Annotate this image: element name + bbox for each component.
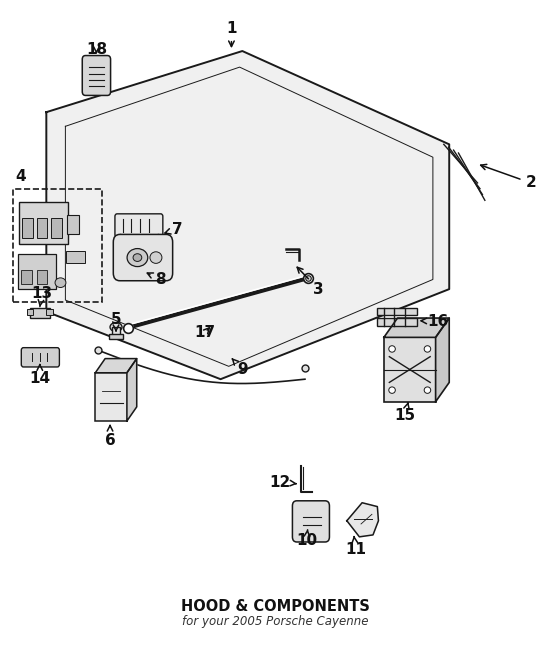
Text: 15: 15 xyxy=(394,402,415,423)
Text: 9: 9 xyxy=(232,359,248,377)
Ellipse shape xyxy=(389,346,395,352)
Bar xyxy=(384,337,436,402)
Bar xyxy=(27,309,33,315)
Ellipse shape xyxy=(110,323,122,332)
Bar xyxy=(112,327,120,336)
Ellipse shape xyxy=(150,252,162,263)
Text: 1: 1 xyxy=(226,21,236,47)
Ellipse shape xyxy=(127,249,148,267)
Bar xyxy=(30,308,50,318)
Polygon shape xyxy=(384,318,449,337)
Bar xyxy=(36,270,47,284)
FancyBboxPatch shape xyxy=(82,56,111,95)
Polygon shape xyxy=(95,359,137,373)
Polygon shape xyxy=(46,51,449,379)
Bar xyxy=(21,270,32,284)
Text: 10: 10 xyxy=(296,530,317,548)
FancyBboxPatch shape xyxy=(113,234,173,281)
Text: 6: 6 xyxy=(104,426,116,448)
Text: 5: 5 xyxy=(111,312,122,330)
Text: 14: 14 xyxy=(29,365,51,386)
Text: 16: 16 xyxy=(421,313,449,329)
Bar xyxy=(95,373,127,421)
Bar xyxy=(19,202,68,244)
FancyBboxPatch shape xyxy=(21,348,59,367)
Text: 8: 8 xyxy=(147,272,166,287)
Text: for your 2005 Porsche Cayenne: for your 2005 Porsche Cayenne xyxy=(182,615,368,628)
Text: 3: 3 xyxy=(297,267,324,297)
Text: 17: 17 xyxy=(195,324,216,339)
Bar xyxy=(377,308,416,315)
Bar xyxy=(13,190,102,302)
Ellipse shape xyxy=(55,278,66,288)
Text: 2: 2 xyxy=(481,164,536,190)
Text: 7: 7 xyxy=(165,222,182,237)
Bar xyxy=(109,334,123,339)
FancyBboxPatch shape xyxy=(293,501,329,542)
Bar xyxy=(51,218,62,238)
Bar xyxy=(36,218,47,238)
Text: 13: 13 xyxy=(31,286,53,307)
FancyBboxPatch shape xyxy=(115,214,163,237)
Text: HOOD & COMPONENTS: HOOD & COMPONENTS xyxy=(180,599,370,614)
Bar xyxy=(67,215,79,234)
Ellipse shape xyxy=(389,387,395,393)
Bar xyxy=(66,251,85,263)
Polygon shape xyxy=(127,359,137,421)
Polygon shape xyxy=(347,503,378,537)
Bar xyxy=(23,218,33,238)
Ellipse shape xyxy=(133,254,142,262)
Ellipse shape xyxy=(424,346,431,352)
Text: 12: 12 xyxy=(269,474,296,489)
Bar xyxy=(18,254,56,289)
Bar xyxy=(46,309,53,315)
Text: 4: 4 xyxy=(15,169,25,184)
Text: 18: 18 xyxy=(86,42,107,56)
Text: 11: 11 xyxy=(345,537,366,557)
Bar xyxy=(377,318,416,326)
Polygon shape xyxy=(436,318,449,402)
Ellipse shape xyxy=(424,387,431,393)
